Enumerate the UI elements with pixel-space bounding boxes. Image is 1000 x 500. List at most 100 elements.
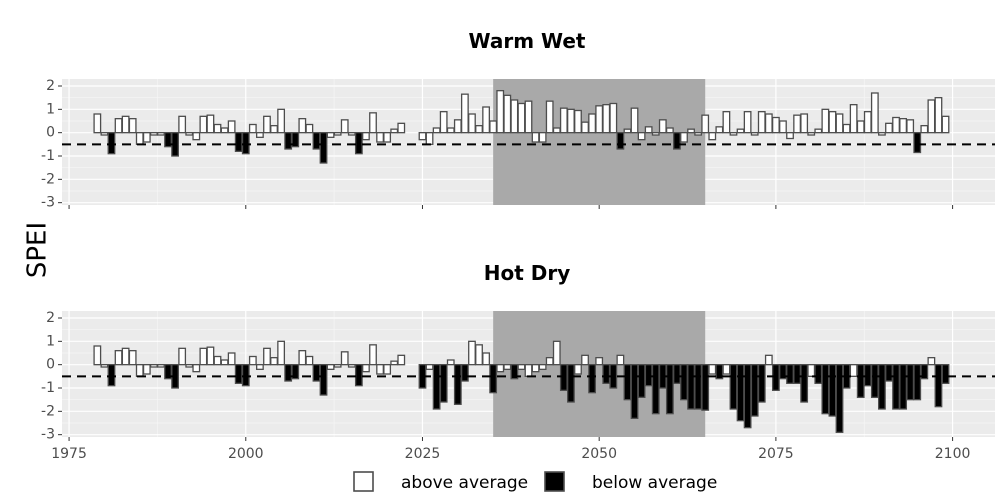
bar	[333, 132, 342, 136]
bar	[616, 354, 625, 366]
bar	[376, 132, 384, 143]
bar	[559, 107, 568, 134]
bar	[786, 132, 794, 140]
bar	[121, 115, 130, 134]
bar	[142, 132, 151, 143]
bar	[157, 132, 165, 136]
bar	[729, 132, 738, 136]
bar	[496, 364, 505, 373]
bar	[468, 340, 476, 366]
legend-swatch-below	[544, 471, 565, 492]
bar	[114, 118, 123, 134]
bar	[439, 111, 448, 134]
y-tick-label: 0	[46, 125, 55, 141]
bar	[128, 118, 137, 134]
y-tick-label: -3	[41, 427, 55, 443]
bar	[680, 132, 688, 143]
bar	[609, 364, 618, 389]
bar	[503, 94, 512, 134]
bar	[482, 352, 490, 366]
bar	[517, 102, 526, 134]
bar	[460, 364, 469, 382]
bar	[284, 364, 293, 382]
bar	[920, 125, 929, 134]
bar	[673, 364, 681, 384]
bar	[354, 364, 363, 387]
bar	[651, 132, 660, 136]
bar	[885, 122, 893, 134]
bar	[814, 128, 823, 134]
bar	[708, 132, 717, 141]
y-tick-label: -2	[41, 171, 55, 187]
bar	[149, 364, 158, 368]
bar	[340, 351, 349, 366]
bar	[319, 364, 328, 396]
bar	[870, 92, 879, 134]
bar	[185, 364, 194, 368]
bar	[312, 132, 321, 150]
bar	[326, 364, 335, 370]
bar	[270, 357, 278, 366]
bar	[135, 132, 144, 145]
bar	[538, 132, 547, 143]
bar	[432, 127, 441, 134]
bar	[559, 364, 568, 391]
bar	[934, 364, 943, 408]
bar	[312, 364, 321, 382]
bar	[680, 364, 688, 401]
bar	[609, 102, 618, 134]
bar	[305, 123, 314, 134]
bar	[227, 120, 236, 134]
bar	[489, 364, 498, 394]
bar	[722, 111, 731, 134]
bar	[552, 340, 561, 366]
bar	[241, 364, 250, 387]
bar	[213, 123, 222, 134]
bar	[764, 113, 773, 134]
bar	[588, 364, 597, 394]
bar	[701, 364, 710, 411]
bar	[305, 355, 314, 366]
bar	[489, 120, 498, 134]
bar	[856, 364, 865, 398]
bar	[277, 108, 286, 134]
bar	[100, 364, 109, 368]
bar	[524, 100, 533, 134]
bar	[588, 113, 597, 134]
bar	[178, 115, 187, 134]
bar	[941, 364, 950, 384]
y-tick-label: 0	[46, 357, 55, 373]
bar	[687, 364, 695, 410]
y-tick-label: -1	[41, 148, 55, 164]
bar	[369, 112, 377, 134]
bar	[941, 115, 950, 134]
bar	[496, 90, 505, 134]
y-axis-label: SPEI	[23, 222, 53, 278]
bar	[503, 364, 512, 370]
bar	[192, 364, 201, 373]
bar	[800, 113, 809, 134]
bar	[475, 125, 483, 134]
bar	[835, 364, 844, 433]
bar	[298, 118, 307, 134]
bar	[771, 116, 780, 134]
bar	[418, 132, 427, 141]
highlight-band	[493, 79, 706, 205]
bar	[114, 350, 123, 366]
bar	[595, 105, 604, 134]
bar	[206, 346, 215, 366]
y-tick-label: -3	[41, 195, 55, 211]
bar	[602, 364, 611, 384]
bar	[347, 132, 356, 136]
bar	[842, 123, 851, 134]
bar	[234, 364, 243, 384]
bar	[630, 364, 639, 419]
bar	[644, 126, 653, 134]
bar	[277, 340, 286, 366]
bar	[779, 120, 787, 134]
bar	[934, 97, 943, 134]
y-tick-label: 2	[46, 78, 55, 94]
bar	[298, 350, 307, 366]
y-tick-label: 1	[46, 333, 55, 349]
